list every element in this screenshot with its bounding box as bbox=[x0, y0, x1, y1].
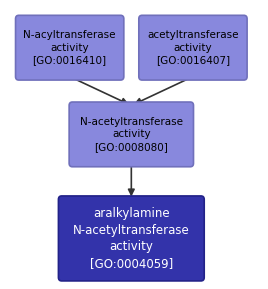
FancyBboxPatch shape bbox=[16, 15, 124, 80]
Text: N-acetyltransferase
activity
[GO:0008080]: N-acetyltransferase activity [GO:0008080… bbox=[80, 116, 183, 152]
Text: N-acyltransferase
activity
[GO:0016410]: N-acyltransferase activity [GO:0016410] bbox=[23, 30, 116, 66]
Text: aralkylamine
N-acetyltransferase
activity
[GO:0004059]: aralkylamine N-acetyltransferase activit… bbox=[73, 207, 190, 270]
FancyBboxPatch shape bbox=[139, 15, 247, 80]
FancyBboxPatch shape bbox=[69, 102, 193, 167]
FancyBboxPatch shape bbox=[58, 196, 204, 281]
Text: acetyltransferase
activity
[GO:0016407]: acetyltransferase activity [GO:0016407] bbox=[147, 30, 239, 66]
